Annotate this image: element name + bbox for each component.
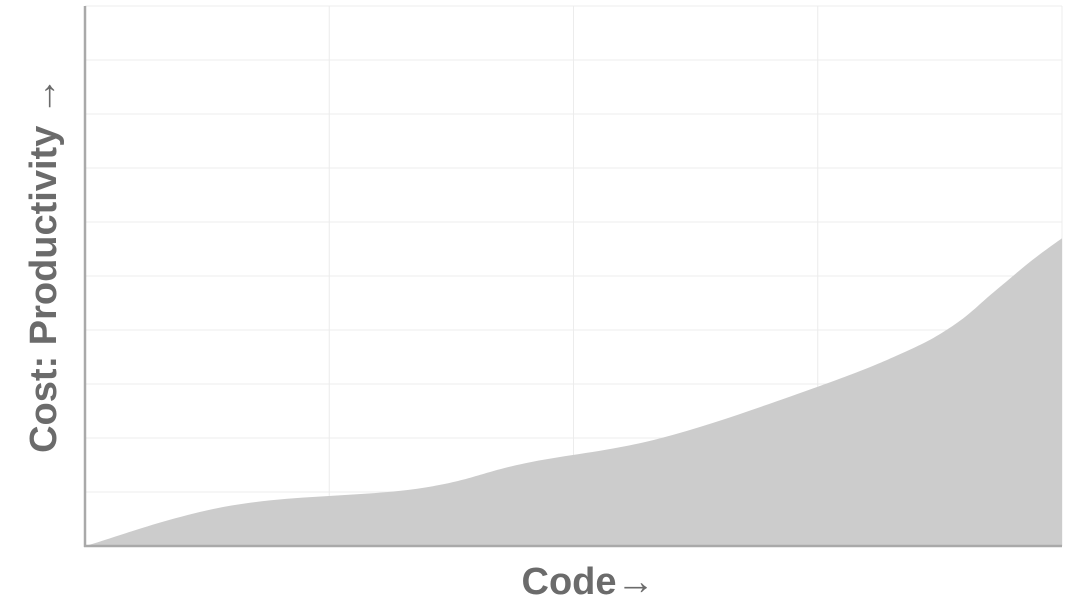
y-axis-label: Cost: Productivity → — [23, 77, 65, 453]
area-series — [85, 238, 1062, 546]
x-axis-label: Code→ — [522, 561, 655, 603]
